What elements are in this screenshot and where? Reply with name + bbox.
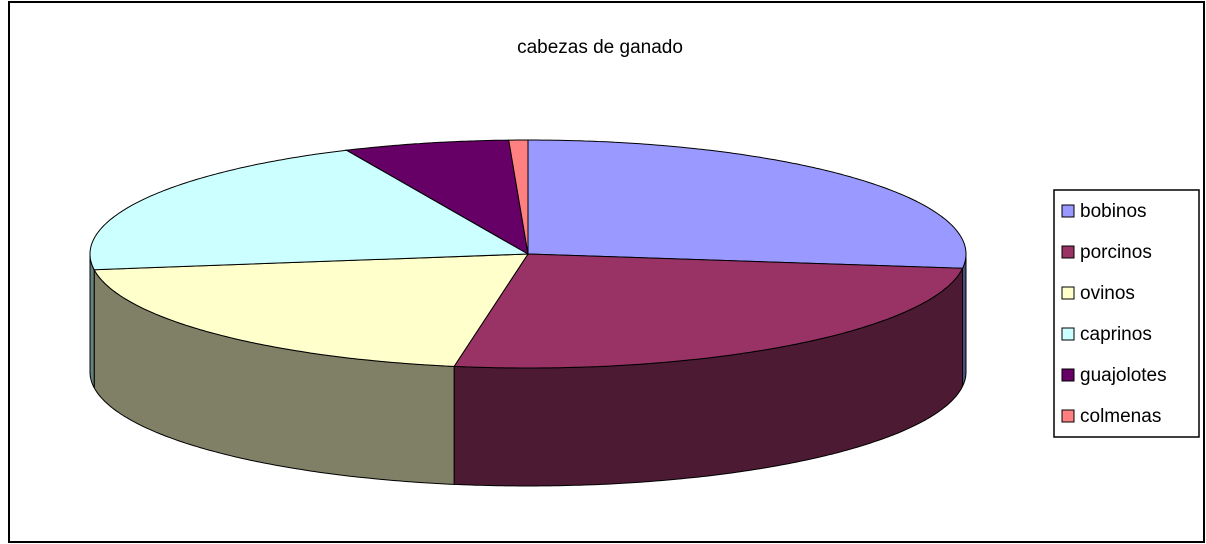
chart-title: cabezas de ganado xyxy=(517,37,683,58)
legend-box xyxy=(1053,189,1200,438)
slice-side xyxy=(962,254,967,387)
slice xyxy=(508,139,529,255)
legend-swatch xyxy=(1061,245,1075,259)
slice xyxy=(344,139,529,255)
legend-label: guajolotes xyxy=(1080,365,1167,386)
legend-label: porcinos xyxy=(1080,242,1152,263)
legend-label: caprinos xyxy=(1080,324,1152,345)
slice-side xyxy=(89,254,95,388)
legend-swatch xyxy=(1061,327,1075,341)
legend-swatch xyxy=(1061,286,1075,300)
legend-swatch xyxy=(1061,409,1075,423)
slice xyxy=(527,139,967,269)
legend-label: colmenas xyxy=(1080,406,1161,427)
legend-swatch xyxy=(1061,204,1075,218)
legend-swatch xyxy=(1061,368,1075,382)
slice xyxy=(93,253,529,367)
legend-label: bobinos xyxy=(1080,201,1147,222)
slice xyxy=(453,253,964,369)
legend-label: ovinos xyxy=(1080,283,1135,304)
slice xyxy=(89,149,530,271)
